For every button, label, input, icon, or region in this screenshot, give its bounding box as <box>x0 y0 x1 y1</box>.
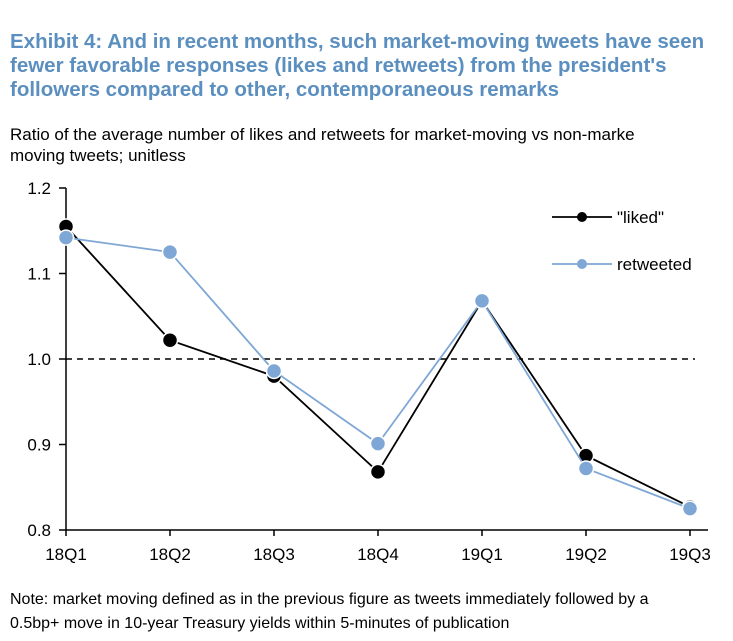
y-tick-label: 1.1 <box>27 265 51 284</box>
chart-title: Exhibit 4: And in recent months, such ma… <box>10 30 705 101</box>
x-tick-label: 19Q2 <box>565 545 607 564</box>
data-point-retweeted <box>265 362 283 380</box>
y-tick-label: 1.2 <box>27 179 51 198</box>
y-tick-label: 1.0 <box>27 350 51 369</box>
note-line-1: Note: market moving defined as in the pr… <box>10 591 649 608</box>
legend-label: retweeted <box>617 255 692 274</box>
data-point-retweeted <box>57 229 75 246</box>
legend-marker <box>577 212 587 222</box>
x-tick-label: 18Q1 <box>45 545 87 564</box>
data-point-liked <box>369 463 387 481</box>
subtitle-line-1: Ratio of the average number of likes and… <box>10 125 635 144</box>
data-point-retweeted <box>681 500 699 517</box>
data-point-retweeted <box>473 292 491 310</box>
legend-label: "liked" <box>617 208 664 227</box>
x-tick-label: 18Q4 <box>357 545 399 564</box>
data-point-retweeted <box>577 460 595 477</box>
data-point-retweeted <box>369 435 387 452</box>
x-tick-label: 18Q3 <box>253 545 295 564</box>
chart-subtitle: Ratio of the average number of likes and… <box>10 124 733 166</box>
chart-note: Note: market moving defined as in the pr… <box>10 588 725 636</box>
y-tick-label: 0.9 <box>27 436 51 455</box>
data-point-retweeted <box>161 243 179 261</box>
y-tick-label: 0.8 <box>27 521 51 540</box>
data-point-liked <box>161 331 179 349</box>
x-tick-label: 18Q2 <box>149 545 191 564</box>
legend-marker <box>577 259 587 269</box>
x-tick-label: 19Q3 <box>669 545 711 564</box>
note-line-2: 0.5bp+ move in 10-year Treasury yields w… <box>10 615 510 632</box>
subtitle-line-2: moving tweets; unitless <box>10 146 186 165</box>
x-tick-label: 19Q1 <box>461 545 503 564</box>
